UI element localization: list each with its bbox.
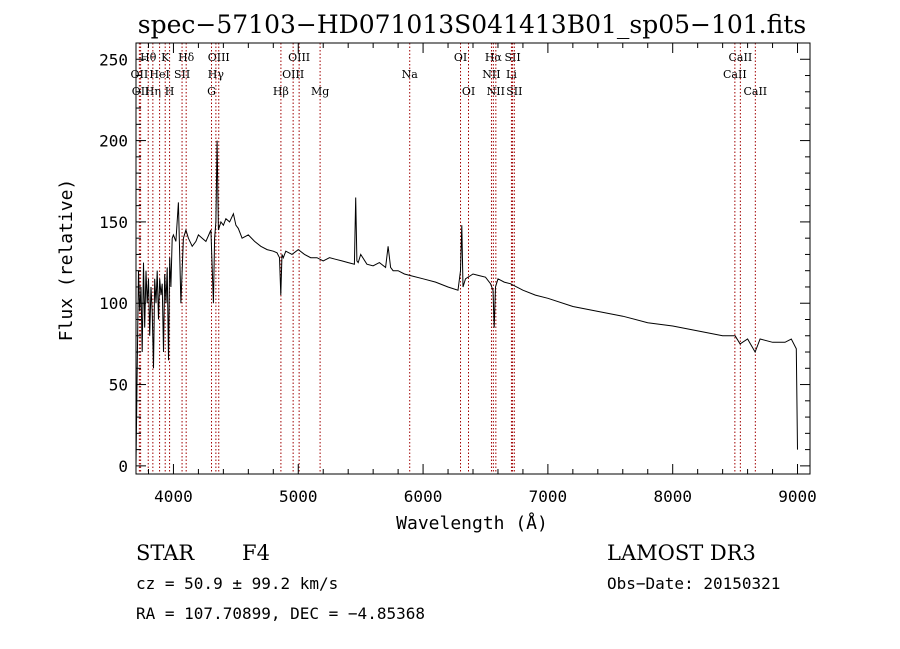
- line-mark-label-22: SII: [504, 51, 520, 64]
- line-mark-label-25: CaII: [729, 51, 753, 64]
- line-mark-label-18: OI: [462, 85, 475, 98]
- x-tick-label-4: 8000: [653, 487, 692, 506]
- x-tick-label-5: 9000: [778, 487, 817, 506]
- x-tick-label-3: 7000: [529, 487, 568, 506]
- line-mark-label-13: OIII: [288, 51, 310, 64]
- line-mark-label-20: NII: [482, 68, 500, 81]
- plot-frame: [135, 42, 811, 475]
- line-mark-label-5: HeI: [149, 68, 169, 81]
- line-mark-label-4: K: [161, 51, 170, 64]
- line-mark-label-19: Hα: [485, 51, 503, 64]
- y-tick-label-0: 0: [118, 457, 128, 476]
- line-mark-label-21: NII: [487, 85, 505, 98]
- line-mark-label-0: Hθ: [140, 51, 157, 64]
- line-mark-label-10: Hγ: [208, 68, 225, 81]
- chart-title: spec−57103−HD071013S041413B01_sp05−101.f…: [138, 10, 806, 39]
- subclass: F4: [242, 541, 270, 565]
- y-tick-label-5: 250: [99, 50, 128, 69]
- line-mark-label-1: OII: [131, 68, 149, 81]
- y-tick-label-1: 50: [109, 376, 128, 395]
- line-mark-label-27: CaII: [743, 85, 767, 98]
- series-layer: [135, 140, 798, 466]
- y-tick-label-2: 100: [99, 294, 128, 313]
- line-mark-label-14: OIII: [282, 68, 304, 81]
- y-axis-label: Flux (relative): [56, 179, 77, 342]
- series-line-spectrum: [135, 140, 798, 466]
- line-mark-label-23: Li: [506, 68, 517, 81]
- line-mark-label-9: OIII: [208, 51, 230, 64]
- line-mark-label-16: Na: [402, 68, 419, 81]
- x-tick-label-0: 4000: [154, 487, 193, 506]
- line-mark-label-15: Mg: [311, 85, 329, 98]
- line-mark-label-17: OI: [454, 51, 467, 64]
- obs-date: Obs−Date: 20150321: [607, 574, 780, 593]
- line-mark-label-24: SII: [506, 85, 522, 98]
- x-axis-label: Wavelength (Å): [396, 512, 548, 534]
- axis-ticks: 4000 5000 6000 7000 8000 9000 0 50 100 150 200 250: [99, 43, 817, 506]
- line-mark-label-8: Hδ: [178, 51, 195, 64]
- survey-name: LAMOST DR3: [607, 541, 756, 565]
- line-mark-label-11: G: [207, 85, 216, 98]
- line-mark-label-12: Hβ: [273, 85, 289, 98]
- x-tick-label-1: 5000: [279, 487, 318, 506]
- line-mark-label-26: CaII: [723, 68, 747, 81]
- redshift-cz: cz = 50.9 ± 99.2 km/s: [136, 574, 338, 593]
- line-mark-label-7: H: [165, 85, 175, 98]
- y-tick-label-4: 200: [99, 132, 128, 151]
- object-type: STAR: [136, 541, 195, 565]
- y-tick-label-3: 150: [99, 213, 128, 232]
- line-mark-label-3: Hη: [145, 85, 161, 98]
- coordinates: RA = 107.70899, DEC = −4.85368: [136, 604, 425, 623]
- x-tick-label-2: 6000: [404, 487, 443, 506]
- line-mark-label-6: SII: [174, 68, 190, 81]
